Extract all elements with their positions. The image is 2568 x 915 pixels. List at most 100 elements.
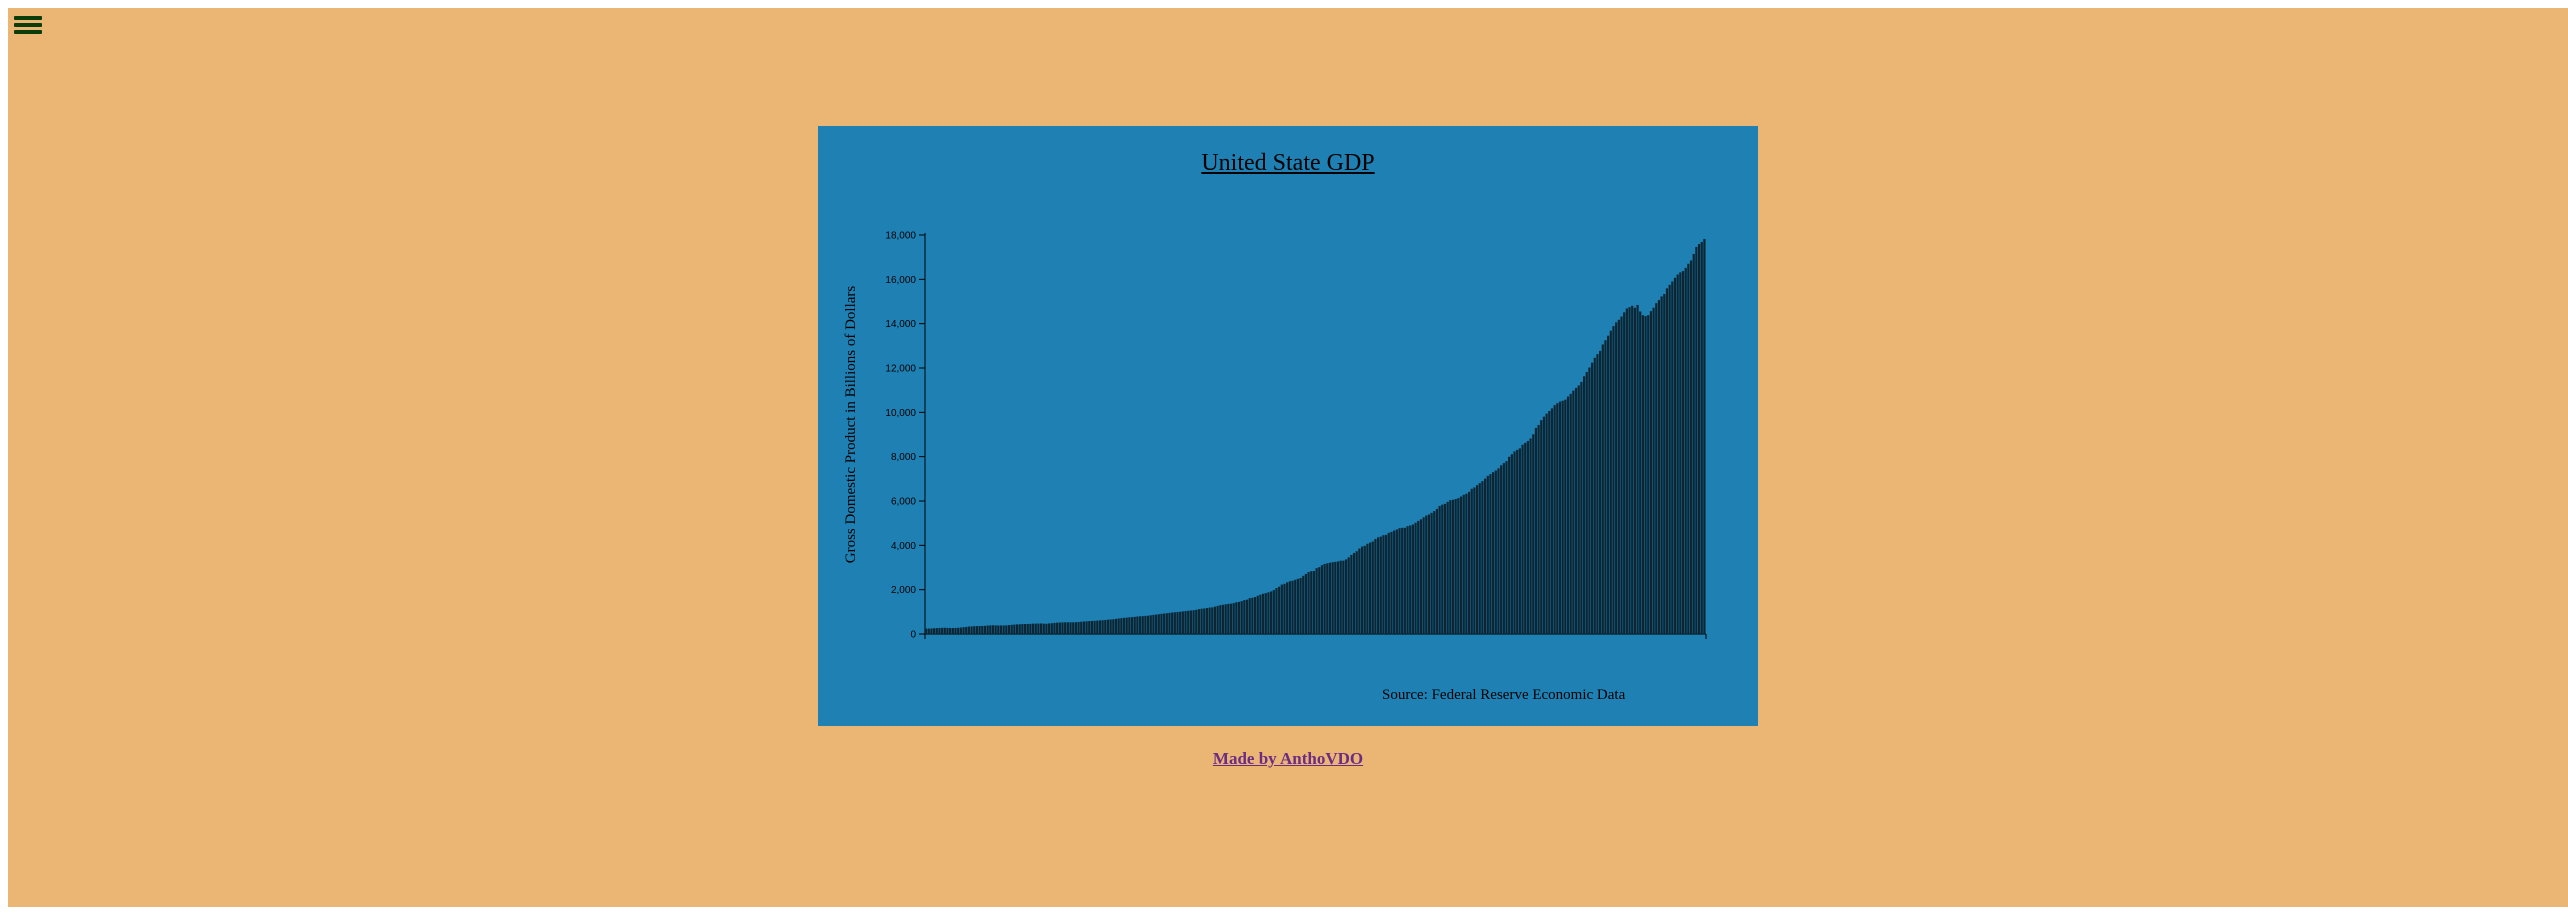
gdp-bar[interactable] xyxy=(1395,529,1398,634)
gdp-bar[interactable] xyxy=(1387,532,1390,634)
gdp-bar[interactable] xyxy=(1136,616,1139,634)
gdp-bar[interactable] xyxy=(1486,475,1489,634)
gdp-bar[interactable] xyxy=(1494,470,1497,634)
gdp-bar[interactable] xyxy=(1593,357,1596,634)
gdp-bar[interactable] xyxy=(1566,396,1570,634)
gdp-bar[interactable] xyxy=(1072,622,1075,634)
gdp-bar[interactable] xyxy=(1165,613,1168,634)
gdp-bar[interactable] xyxy=(1497,468,1500,634)
gdp-bar[interactable] xyxy=(1433,511,1436,634)
gdp-bar[interactable] xyxy=(1253,597,1257,634)
gdp-bar[interactable] xyxy=(1620,316,1623,634)
gdp-bar[interactable] xyxy=(1368,542,1372,634)
gdp-bar[interactable] xyxy=(1644,316,1647,634)
gdp-bar[interactable] xyxy=(1010,624,1013,634)
gdp-bar[interactable] xyxy=(1623,312,1626,634)
gdp-bar[interactable] xyxy=(1098,620,1102,634)
gdp-bar[interactable] xyxy=(1689,260,1693,634)
gdp-bar[interactable] xyxy=(967,626,970,634)
gdp-bar[interactable] xyxy=(1184,611,1187,634)
gdp-bar[interactable] xyxy=(1668,284,1671,634)
gdp-bar[interactable] xyxy=(1160,613,1163,634)
gdp-bar[interactable] xyxy=(1122,617,1126,634)
gdp-bar[interactable] xyxy=(1534,427,1538,634)
gdp-bar[interactable] xyxy=(994,625,997,634)
gdp-bar[interactable] xyxy=(1138,616,1142,634)
gdp-bar[interactable] xyxy=(1612,326,1615,634)
gdp-bar[interactable] xyxy=(1524,442,1527,634)
gdp-bar[interactable] xyxy=(1446,501,1449,634)
gdp-bar[interactable] xyxy=(1101,620,1104,634)
gdp-bar[interactable] xyxy=(1631,305,1634,634)
gdp-bar[interactable] xyxy=(1505,461,1508,634)
gdp-bar[interactable] xyxy=(1203,608,1206,634)
gdp-bar[interactable] xyxy=(1251,597,1254,634)
gdp-bar[interactable] xyxy=(1125,617,1128,634)
gdp-bar[interactable] xyxy=(1026,624,1029,634)
gdp-bar[interactable] xyxy=(1042,623,1045,634)
gdp-bar[interactable] xyxy=(959,627,962,634)
gdp-bar[interactable] xyxy=(1671,281,1674,634)
gdp-bar[interactable] xyxy=(1216,605,1219,634)
gdp-bar[interactable] xyxy=(1647,315,1650,634)
gdp-bar[interactable] xyxy=(1467,491,1471,634)
gdp-bar[interactable] xyxy=(1500,465,1503,634)
gdp-bar[interactable] xyxy=(954,627,957,634)
gdp-bar[interactable] xyxy=(1192,610,1195,634)
gdp-bar[interactable] xyxy=(1270,591,1273,634)
gdp-bar[interactable] xyxy=(1363,545,1366,634)
gdp-bar[interactable] xyxy=(1449,500,1452,634)
gdp-bar[interactable] xyxy=(1245,599,1249,634)
gdp-bar[interactable] xyxy=(1393,530,1396,635)
gdp-bar[interactable] xyxy=(962,627,965,634)
gdp-bar[interactable] xyxy=(1492,472,1495,634)
gdp-bar[interactable] xyxy=(1302,575,1305,634)
gdp-bar[interactable] xyxy=(1163,613,1166,634)
gdp-bar[interactable] xyxy=(1633,307,1636,634)
gdp-bar[interactable] xyxy=(1657,300,1661,634)
gdp-bar[interactable] xyxy=(1219,605,1222,634)
gdp-bar[interactable] xyxy=(1518,448,1521,634)
gdp-bar[interactable] xyxy=(925,628,928,634)
gdp-bar[interactable] xyxy=(1406,526,1409,634)
gdp-bar[interactable] xyxy=(1013,624,1016,634)
gdp-bar[interactable] xyxy=(1339,560,1342,634)
gdp-bar[interactable] xyxy=(989,625,992,634)
gdp-bar[interactable] xyxy=(951,627,954,634)
gdp-bar[interactable] xyxy=(1152,614,1155,634)
gdp-bar[interactable] xyxy=(1235,602,1238,634)
gdp-bar[interactable] xyxy=(1342,560,1345,634)
gdp-bar[interactable] xyxy=(1002,625,1005,634)
gdp-bar[interactable] xyxy=(1676,274,1679,634)
gdp-bar[interactable] xyxy=(1379,536,1382,634)
gdp-bar[interactable] xyxy=(1066,622,1069,634)
gdp-bar[interactable] xyxy=(1625,308,1628,634)
gdp-bar[interactable] xyxy=(933,628,936,634)
gdp-bar[interactable] xyxy=(1109,619,1112,634)
gdp-bar[interactable] xyxy=(1106,619,1110,634)
gdp-bar[interactable] xyxy=(1355,551,1358,634)
gdp-bar[interactable] xyxy=(1344,559,1348,634)
gdp-bar[interactable] xyxy=(935,628,938,634)
gdp-bar[interactable] xyxy=(1315,568,1318,634)
gdp-bar[interactable] xyxy=(1256,595,1259,634)
gdp-bar[interactable] xyxy=(1569,393,1572,634)
gdp-bar[interactable] xyxy=(1609,330,1612,634)
gdp-bar[interactable] xyxy=(1334,561,1337,634)
gdp-bar[interactable] xyxy=(1550,408,1554,634)
gdp-bar[interactable] xyxy=(1200,608,1203,634)
gdp-bar[interactable] xyxy=(1080,621,1083,634)
gdp-bar[interactable] xyxy=(1556,403,1559,634)
gdp-bar[interactable] xyxy=(1599,350,1602,634)
gdp-bar[interactable] xyxy=(1462,494,1465,634)
gdp-bar[interactable] xyxy=(978,626,981,634)
gdp-bar[interactable] xyxy=(1133,616,1136,634)
gdp-bar[interactable] xyxy=(1296,578,1299,634)
gdp-bar[interactable] xyxy=(1312,570,1316,634)
gdp-bar[interactable] xyxy=(1034,623,1037,634)
author-link[interactable]: Made by AnthoVDO xyxy=(1212,749,1364,768)
gdp-bar[interactable] xyxy=(1558,401,1562,634)
gdp-bar[interactable] xyxy=(1280,584,1283,634)
hamburger-menu-icon[interactable] xyxy=(14,13,42,39)
gdp-bar[interactable] xyxy=(1144,615,1147,634)
